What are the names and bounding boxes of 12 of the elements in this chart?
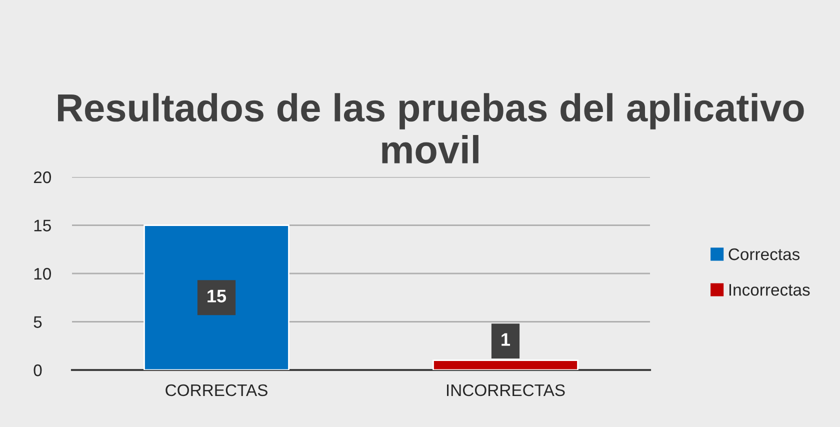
legend-label: Incorrectas: [729, 284, 810, 296]
data-label: 15: [208, 290, 226, 302]
y-tick-label: 10: [34, 268, 51, 280]
x-tick-label: CORRECTAS: [166, 384, 268, 396]
x-tick-label: INCORRECTAS: [447, 384, 565, 396]
y-tick-label: 0: [34, 364, 42, 376]
y-tick-label: 15: [34, 220, 51, 232]
chart-title: Resultados de las pruebas del aplicativo movil: [58, 93, 804, 164]
y-tick-label: 20: [34, 171, 51, 184]
data-label: 1: [502, 333, 510, 346]
y-tick-label: 5: [34, 316, 42, 328]
legend-label: Correctas: [728, 248, 800, 260]
